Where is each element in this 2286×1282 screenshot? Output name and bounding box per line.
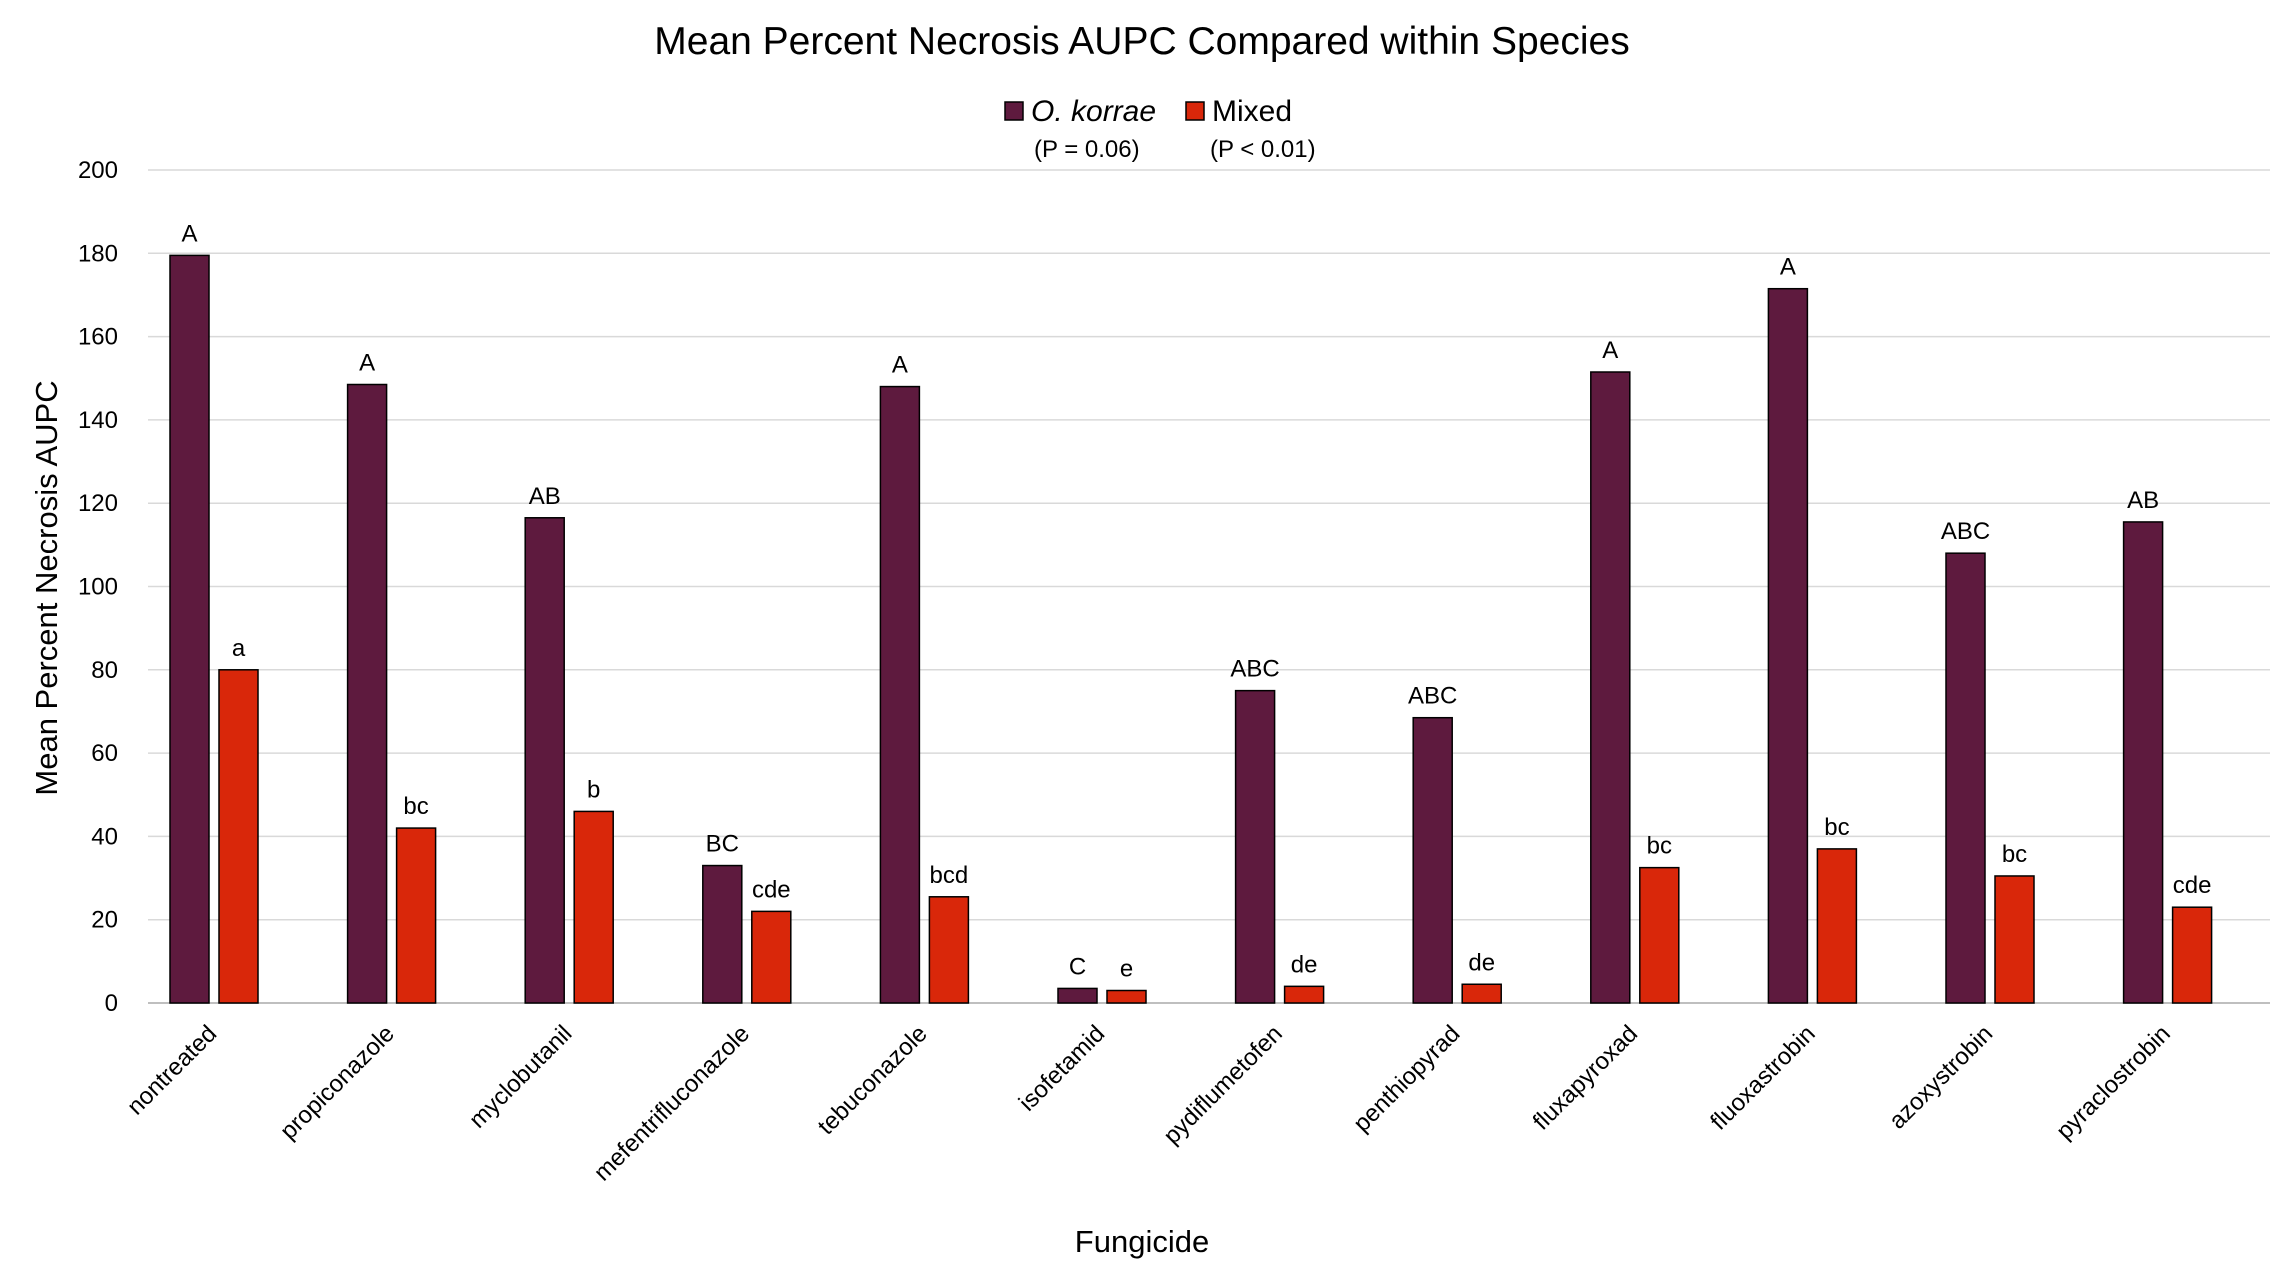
- bar-mixed-mefentrifluconazole: [751, 910, 792, 1004]
- x-tick-label: fluoxastrobin: [1705, 1020, 1820, 1135]
- bar-o-korrae-mefentrifluconazole: [702, 864, 743, 1004]
- bar-mixed-azoxystrobin: [1994, 875, 2035, 1004]
- bar-o-korrae-pydiflumetofen: [1234, 689, 1276, 1004]
- x-axis-categories: nontreated propiconazole myclobutanil mefen…: [122, 1020, 2176, 1186]
- significance-letter: ABC: [1941, 518, 1990, 545]
- bar-mixed-penthiopyrad: [1461, 983, 1502, 1004]
- legend-note-mixed: (P < 0.01): [1210, 136, 1316, 163]
- legend-label-mixed: Mixed: [1212, 95, 1292, 128]
- x-tick-label: tebuconazole: [813, 1020, 933, 1140]
- bar-o-korrae-fluoxastrobin: [1767, 287, 1809, 1004]
- x-axis-label: Fungicide: [1075, 1224, 1209, 1259]
- significance-letter: e: [1120, 956, 1133, 983]
- significance-letter: bc: [1824, 814, 1849, 841]
- bar-mixed-fluoxastrobin: [1816, 848, 1858, 1004]
- bar-o-korrae-myclobutanil: [524, 517, 565, 1004]
- bar-o-korrae-penthiopyrad: [1412, 716, 1453, 1004]
- bar-mixed-pydiflumetofen: [1283, 985, 1325, 1004]
- significance-letter: de: [1291, 951, 1318, 978]
- x-tick-label: pyraclostrobin: [2051, 1020, 2176, 1145]
- bar-mixed-myclobutanil: [573, 810, 614, 1004]
- bar-o-korrae-pyraclostrobin: [2122, 521, 2164, 1004]
- x-tick-label: azoxystrobin: [1884, 1020, 1998, 1134]
- x-tick-label: propiconazole: [275, 1020, 400, 1145]
- y-tick-label: 0: [105, 990, 118, 1017]
- y-tick-label: 80: [91, 657, 118, 684]
- y-tick-label: 160: [78, 324, 118, 351]
- y-axis-ticks: 0 20 40 60 80 100 120 140 160 180 200: [78, 157, 118, 1017]
- significance-letter: A: [359, 349, 375, 376]
- significance-letter: bcd: [930, 862, 969, 889]
- significance-letter: C: [1069, 953, 1086, 980]
- bar-o-korrae-azoxystrobin: [1945, 552, 1986, 1004]
- x-tick-label: fluxapyroxad: [1528, 1020, 1643, 1135]
- bar-mixed-propiconazole: [395, 827, 437, 1004]
- significance-letter: a: [232, 635, 246, 662]
- legend-label-o-korrae: O. korrae: [1031, 95, 1156, 128]
- bars: [169, 254, 2213, 1004]
- significance-letter: A: [1780, 254, 1796, 281]
- y-tick-label: 60: [91, 740, 118, 767]
- bar-o-korrae-isofetamid: [1057, 987, 1098, 1004]
- significance-letter: A: [181, 220, 197, 247]
- significance-letter: A: [892, 352, 908, 379]
- significance-letter: bc: [2002, 841, 2027, 868]
- y-axis-label: Mean Percent Necrosis AUPC: [29, 380, 64, 795]
- significance-letter: cde: [2173, 872, 2212, 899]
- significance-letter: de: [1468, 949, 1495, 976]
- y-tick-label: 20: [91, 907, 118, 934]
- significance-letter: ABC: [1230, 656, 1279, 683]
- y-tick-label: 200: [78, 157, 118, 184]
- y-tick-label: 140: [78, 407, 118, 434]
- legend-swatch-mixed: [1185, 101, 1205, 121]
- significance-letter: BC: [706, 831, 739, 858]
- x-tick-label: myclobutanil: [464, 1020, 577, 1133]
- x-tick-label: penthiopyrad: [1348, 1020, 1465, 1137]
- y-tick-label: 100: [78, 574, 118, 601]
- significance-letter: ABC: [1408, 683, 1457, 710]
- bar-mixed-isofetamid: [1106, 989, 1147, 1004]
- significance-letter: AB: [2127, 487, 2159, 514]
- bar-mixed-nontreated: [218, 669, 259, 1004]
- x-tick-label: isofetamid: [1014, 1020, 1110, 1116]
- bar-o-korrae-tebuconazole: [879, 385, 921, 1004]
- legend-note-o-korrae: (P = 0.06): [1034, 136, 1140, 163]
- x-tick-label: mefentrifluconazole: [589, 1020, 755, 1186]
- y-tick-label: 120: [78, 490, 118, 517]
- bar-mixed-pyraclostrobin: [2171, 906, 2213, 1004]
- y-tick-label: 40: [91, 823, 118, 850]
- gridlines: [148, 169, 2270, 1004]
- bar-o-korrae-nontreated: [169, 254, 210, 1004]
- legend-swatch-o-korrae: [1004, 101, 1024, 121]
- bar-mixed-fluxapyroxad: [1639, 866, 1680, 1004]
- bar-o-korrae-fluxapyroxad: [1590, 371, 1631, 1004]
- bar-o-korrae-propiconazole: [346, 383, 388, 1004]
- x-tick-label: nontreated: [122, 1020, 222, 1120]
- legend: O. korrae (P = 0.06) Mixed (P < 0.01): [1004, 95, 1316, 163]
- significance-letter: bc: [403, 793, 428, 820]
- x-tick-label: pydiflumetofen: [1158, 1020, 1287, 1149]
- chart-title: Mean Percent Necrosis AUPC Compared with…: [654, 20, 1629, 63]
- significance-letter: bc: [1647, 833, 1672, 860]
- significance-letter: cde: [752, 876, 791, 903]
- significance-letter: AB: [529, 483, 561, 510]
- bar-mixed-tebuconazole: [928, 896, 970, 1004]
- y-tick-label: 180: [78, 240, 118, 267]
- significance-letter: A: [1602, 337, 1618, 364]
- significance-letter: b: [587, 776, 600, 803]
